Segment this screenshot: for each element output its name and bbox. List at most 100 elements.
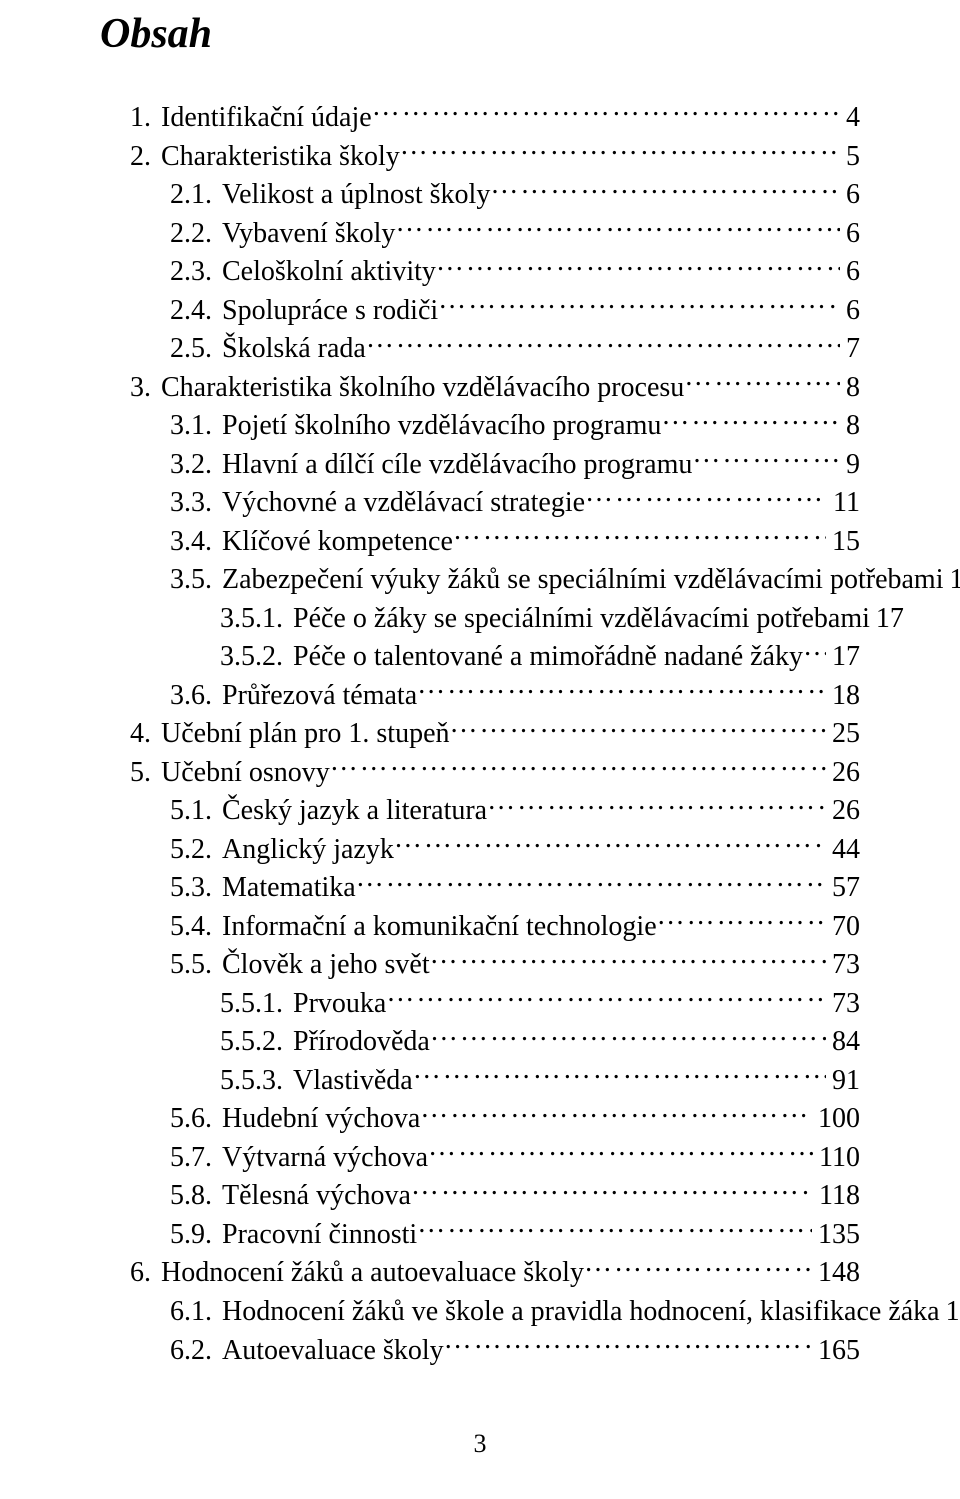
toc-number: 5.5. xyxy=(170,946,222,984)
toc-page: 8 xyxy=(840,369,860,407)
toc-label: Vlastivěda xyxy=(293,1062,413,1100)
toc-row: 3.5.Zabezpečení výuky žáků se speciálním… xyxy=(100,560,860,599)
toc-label: Autoevaluace školy xyxy=(222,1332,444,1370)
toc-number: 5.5.3. xyxy=(220,1062,293,1100)
toc-row: 3.5.2.Péče o talentované a mimořádně nad… xyxy=(100,637,860,676)
toc-leader-dots xyxy=(356,868,826,896)
toc-number: 2.2. xyxy=(170,215,222,253)
toc-leader-dots xyxy=(372,98,840,126)
toc-page: 91 xyxy=(826,1062,860,1100)
toc-row: 5.2.Anglický jazyk44 xyxy=(100,830,860,869)
toc-row: 5.5.3.Vlastivěda 91 xyxy=(100,1061,860,1100)
toc-row: 2.1.Velikost a úplnost školy 6 xyxy=(100,175,860,214)
toc-page: 26 xyxy=(826,792,860,830)
toc-label: Velikost a úplnost školy xyxy=(222,176,490,214)
toc-number: 5.5.2. xyxy=(220,1023,293,1061)
toc-leader-dots xyxy=(430,945,826,973)
toc-row: 5.5.Člověk a jeho svět 73 xyxy=(100,945,860,984)
toc-label: Člověk a jeho svět xyxy=(222,946,430,984)
toc-number: 5.1. xyxy=(170,792,222,830)
toc-leader-dots xyxy=(430,1022,826,1050)
toc-leader-dots xyxy=(400,137,840,165)
toc-label: Hudební výchova xyxy=(222,1100,420,1138)
toc-row: 2.2.Vybavení školy6 xyxy=(100,214,860,253)
toc-row: 5.1.Český jazyk a literatura 26 xyxy=(100,791,860,830)
toc-label: Anglický jazyk xyxy=(222,831,394,869)
toc-number: 3. xyxy=(130,369,161,407)
toc-row: 5.9.Pracovní činnosti135 xyxy=(100,1215,860,1254)
toc-number: 3.1. xyxy=(170,407,222,445)
toc-leader-dots xyxy=(657,907,826,935)
toc-row: 6.Hodnocení žáků a autoevaluace školy148 xyxy=(100,1253,860,1292)
toc-leader-dots xyxy=(417,1215,812,1243)
toc-label: Identifikační údaje xyxy=(161,99,372,137)
toc-label: Český jazyk a literatura xyxy=(222,792,487,830)
toc-row: 3.4.Klíčové kompetence 15 xyxy=(100,522,860,561)
toc-leader-dots xyxy=(413,1061,826,1089)
toc-label: Tělesná výchova xyxy=(222,1177,411,1215)
toc-row: 3.2.Hlavní a dílčí cíle vzdělávacího pro… xyxy=(100,445,860,484)
toc-leader-dots xyxy=(428,1138,813,1166)
toc-page: 18 xyxy=(826,677,860,715)
toc-leader-dots xyxy=(585,483,827,511)
toc-page: 100 xyxy=(812,1100,860,1138)
toc-label: Hlavní a dílčí cíle vzdělávacího program… xyxy=(222,446,692,484)
toc-page: 135 xyxy=(812,1216,860,1254)
toc-number: 2.4. xyxy=(170,292,222,330)
toc-row: 5.Učební osnovy26 xyxy=(100,753,860,792)
toc-leader-dots xyxy=(487,791,826,819)
toc-page: 110 xyxy=(813,1139,860,1177)
toc-label: Hodnocení žáků a autoevaluace školy xyxy=(161,1254,584,1292)
toc-row: 5.3.Matematika57 xyxy=(100,868,860,907)
toc-leader-dots xyxy=(395,214,840,242)
toc-leader-dots xyxy=(330,753,826,781)
toc-label: Klíčové kompetence xyxy=(222,523,453,561)
toc-row: 2.5.Školská rada7 xyxy=(100,329,860,368)
toc-page: 70 xyxy=(826,908,860,946)
toc-number: 2.1. xyxy=(170,176,222,214)
toc-leader-dots xyxy=(584,1253,812,1281)
toc-row: 3.3.Výchovné a vzdělávací strategie 11 xyxy=(100,483,860,522)
toc-number: 3.3. xyxy=(170,484,222,522)
toc-leader-dots xyxy=(411,1176,813,1204)
toc-label: Školská rada xyxy=(222,330,366,368)
toc-number: 2.5. xyxy=(170,330,222,368)
toc-number: 3.2. xyxy=(170,446,222,484)
toc-number: 1. xyxy=(130,99,161,137)
toc-row: 2.Charakteristika školy5 xyxy=(100,137,860,176)
toc-row: 2.4.Spolupráce s rodiči6 xyxy=(100,291,860,330)
toc-number: 4. xyxy=(130,715,161,753)
toc-leader-dots xyxy=(661,406,840,434)
toc-label: Prvouka xyxy=(293,985,386,1023)
page-title: Obsah xyxy=(100,10,860,58)
toc-row: 4.Učební plán pro 1. stupeň25 xyxy=(100,714,860,753)
toc-row: 5.6.Hudební výchova100 xyxy=(100,1099,860,1138)
toc-page: 73 xyxy=(826,946,860,984)
toc-leader-dots xyxy=(684,368,840,396)
toc-number: 2. xyxy=(130,138,161,176)
toc-label: Zabezpečení výuky žáků se speciálními vz… xyxy=(222,561,943,599)
toc-page: 57 xyxy=(826,869,860,907)
toc-label: Výchovné a vzdělávací strategie xyxy=(222,484,585,522)
toc-row: 6.1.Hodnocení žáků ve škole a pravidla h… xyxy=(100,1292,860,1331)
toc-leader-dots xyxy=(803,637,826,665)
toc-leader-dots xyxy=(420,1099,812,1127)
toc-page: 6 xyxy=(840,292,860,330)
toc-page: 11 xyxy=(827,484,860,522)
toc-number: 5.2. xyxy=(170,831,222,869)
toc-number: 5.5.1. xyxy=(220,985,293,1023)
toc-number: 3.5. xyxy=(170,561,222,599)
toc-number: 6.1. xyxy=(170,1293,222,1331)
toc-label: Vybavení školy xyxy=(222,215,395,253)
toc-label: Průřezová témata xyxy=(222,677,417,715)
toc-number: 3.5.1. xyxy=(220,600,293,638)
toc-label: Přírodověda xyxy=(293,1023,430,1061)
toc-label: Pojetí školního vzdělávacího programu xyxy=(222,407,661,445)
toc-label: Výtvarná výchova xyxy=(222,1139,428,1177)
toc-page: 6 xyxy=(840,176,860,214)
page-number: 3 xyxy=(100,1429,860,1459)
toc-label: Péče o talentované a mimořádně nadané žá… xyxy=(293,638,803,676)
toc-number: 3.4. xyxy=(170,523,222,561)
toc-number: 5.3. xyxy=(170,869,222,907)
toc-page: 15 xyxy=(826,523,860,561)
